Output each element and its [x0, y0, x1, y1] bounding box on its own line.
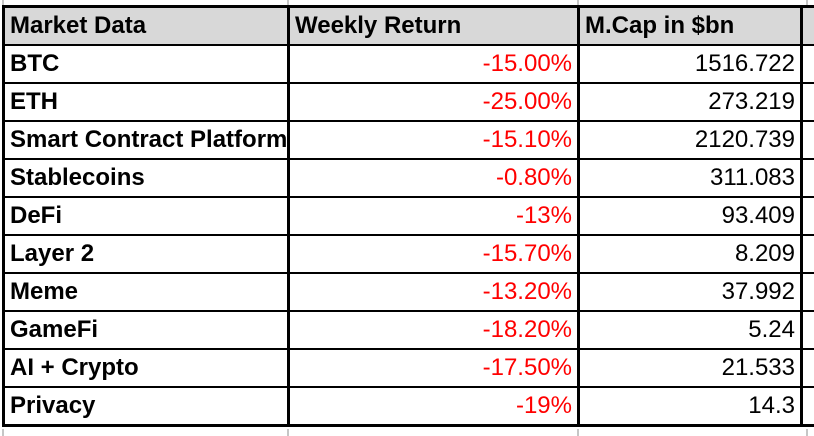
empty-cell[interactable] [800, 158, 814, 198]
table-row: Privacy -19% 14.3 [2, 386, 814, 427]
gridline [577, 429, 579, 436]
gridline [806, 429, 808, 436]
mcap-cell[interactable]: 93.409 [577, 196, 803, 236]
column-header-weekly-return[interactable]: Weekly Return [287, 5, 580, 46]
asset-cell[interactable]: AI + Crypto [2, 348, 290, 388]
weekly-return-cell[interactable]: -17.50% [287, 348, 580, 388]
table-row: GameFi -18.20% 5.24 [2, 310, 814, 350]
asset-cell[interactable]: Smart Contract Platform [2, 120, 290, 160]
mcap-cell[interactable]: 21.533 [577, 348, 803, 388]
empty-cell[interactable] [800, 82, 814, 122]
mcap-cell[interactable]: 5.24 [577, 310, 803, 350]
gridline [287, 429, 289, 436]
weekly-return-cell[interactable]: -15.70% [287, 234, 580, 274]
gridline [577, 0, 579, 5]
gridline [2, 429, 4, 436]
gridline [287, 0, 289, 5]
empty-cell[interactable] [800, 272, 814, 312]
asset-cell[interactable]: BTC [2, 44, 290, 84]
mcap-cell[interactable]: 2120.739 [577, 120, 803, 160]
empty-cell[interactable] [800, 310, 814, 350]
weekly-return-cell[interactable]: -13% [287, 196, 580, 236]
mcap-cell[interactable]: 14.3 [577, 386, 803, 427]
column-header-empty[interactable] [800, 5, 814, 46]
table-row: Smart Contract Platform -15.10% 2120.739 [2, 120, 814, 160]
gridline [806, 0, 808, 5]
asset-cell[interactable]: Meme [2, 272, 290, 312]
empty-cell[interactable] [800, 44, 814, 84]
mcap-cell[interactable]: 8.209 [577, 234, 803, 274]
empty-cell[interactable] [800, 348, 814, 388]
column-header-market-data[interactable]: Market Data [2, 5, 290, 46]
empty-cell[interactable] [800, 386, 814, 427]
mcap-cell[interactable]: 37.992 [577, 272, 803, 312]
empty-cell[interactable] [800, 234, 814, 274]
table-row: Stablecoins -0.80% 311.083 [2, 158, 814, 198]
table-row: Layer 2 -15.70% 8.209 [2, 234, 814, 274]
asset-cell[interactable]: Stablecoins [2, 158, 290, 198]
asset-cell[interactable]: GameFi [2, 310, 290, 350]
table-row: Meme -13.20% 37.992 [2, 272, 814, 312]
weekly-return-cell[interactable]: -19% [287, 386, 580, 427]
weekly-return-cell[interactable]: -15.10% [287, 120, 580, 160]
header-row: Market Data Weekly Return M.Cap in $bn [2, 5, 814, 46]
table-row: BTC -15.00% 1516.722 [2, 44, 814, 84]
mcap-cell[interactable]: 273.219 [577, 82, 803, 122]
market-data-table: Market Data Weekly Return M.Cap in $bn B… [2, 5, 814, 427]
asset-cell[interactable]: ETH [2, 82, 290, 122]
empty-cell[interactable] [800, 196, 814, 236]
column-header-mcap[interactable]: M.Cap in $bn [577, 5, 803, 46]
asset-cell[interactable]: Layer 2 [2, 234, 290, 274]
mcap-cell[interactable]: 311.083 [577, 158, 803, 198]
asset-cell[interactable]: DeFi [2, 196, 290, 236]
mcap-cell[interactable]: 1516.722 [577, 44, 803, 84]
weekly-return-cell[interactable]: -0.80% [287, 158, 580, 198]
empty-cell[interactable] [800, 120, 814, 160]
weekly-return-cell[interactable]: -18.20% [287, 310, 580, 350]
weekly-return-cell[interactable]: -15.00% [287, 44, 580, 84]
table-row: DeFi -13% 93.409 [2, 196, 814, 236]
table-row: AI + Crypto -17.50% 21.533 [2, 348, 814, 388]
weekly-return-cell[interactable]: -25.00% [287, 82, 580, 122]
asset-cell[interactable]: Privacy [2, 386, 290, 427]
gridline [2, 0, 4, 5]
weekly-return-cell[interactable]: -13.20% [287, 272, 580, 312]
table-row: ETH -25.00% 273.219 [2, 82, 814, 122]
